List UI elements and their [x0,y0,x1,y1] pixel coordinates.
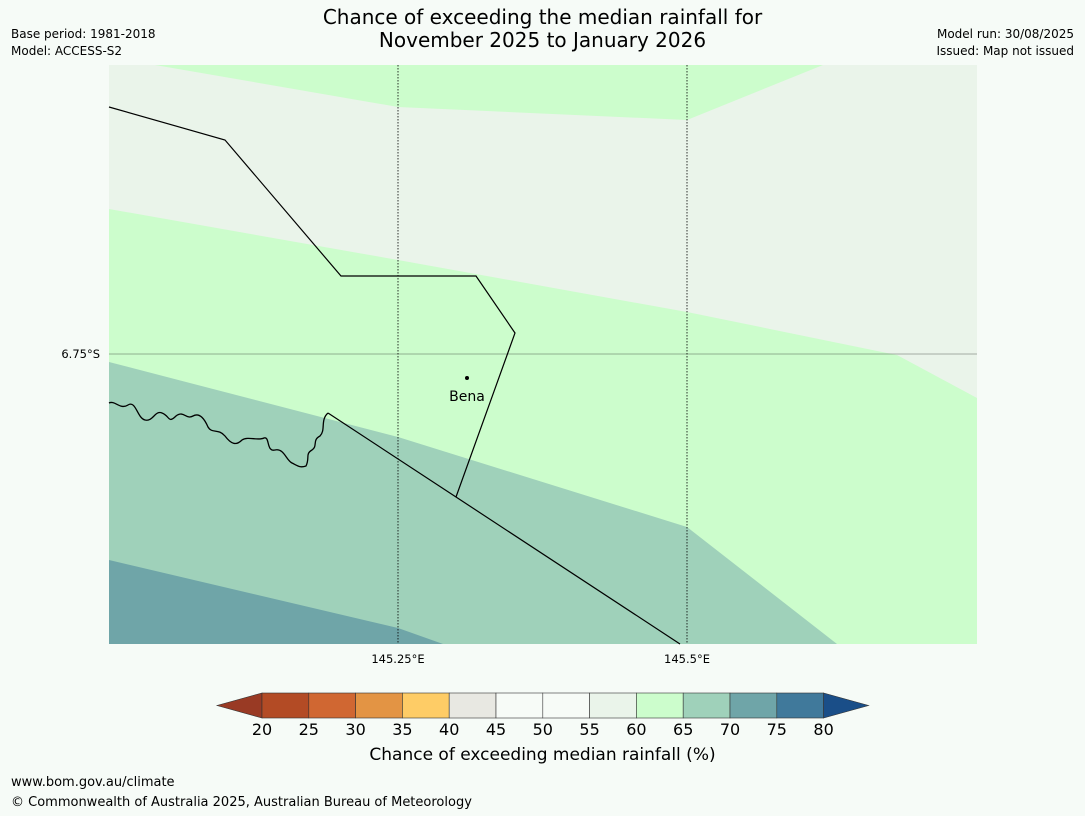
colorbar-tick-label: 40 [439,720,460,739]
colorbar-segment [308,692,356,719]
region-70-75 [109,560,443,644]
colorbar-tick-labels: 20 25 30 35 40 45 50 55 60 65 70 75 80 [0,720,1085,740]
base-period-text: Base period: 1981-2018 [11,27,156,41]
coastline [108,401,329,468]
colorbar [215,692,870,719]
colorbar-segment [776,692,824,719]
colorbar-segment [495,692,544,719]
colorbar-segment [355,692,403,719]
district-boundary-south [327,412,681,645]
colorbar-segment [682,692,731,719]
map-title: Chance of exceeding the median rainfall … [0,6,1085,52]
longitude-label-145-5: 145.5°E [664,652,710,666]
colorbar-arrow-low [215,692,263,719]
colorbar-tick-label: 55 [579,720,600,739]
colorbar-tick-label: 60 [626,720,647,739]
colorbar-segment [636,692,684,719]
colorbar-segment [542,692,590,719]
colorbar-segment [589,692,637,719]
colorbar-segment [261,692,310,719]
meta-right: Model run: 30/08/2025 Issued: Map not is… [936,26,1074,60]
colorbar-tick-label: 75 [766,720,787,739]
colorbar-tick-label: 30 [345,720,366,739]
meta-left: Base period: 1981-2018 Model: ACCESS-S2 [11,26,156,60]
map-panel: Bena 6.75°S 145.25°E 145.5°E [61,65,977,666]
colorbar-tick-label: 45 [485,720,507,739]
colorbar-tick-label: 20 [251,720,273,739]
map-title-line-2: November 2025 to January 2026 [378,28,707,52]
footer-copyright: © Commonwealth of Australia 2025, Austra… [11,795,472,810]
issued-text: Issued: Map not issued [936,44,1074,58]
latitude-label: 6.75°S [61,347,100,361]
colorbar-segment [402,692,450,719]
footer-url: www.bom.gov.au/climate [11,775,175,790]
colorbar-title: Chance of exceeding median rainfall (%) [369,745,716,765]
model-run-text: Model run: 30/08/2025 [936,27,1074,41]
longitude-label-145-25: 145.25°E [371,652,424,666]
district-boundary [108,106,516,498]
town-label-bena: Bena [449,389,485,405]
region-65-70 [109,362,837,644]
colorbar-tick-label: 25 [298,720,319,739]
map-title-line-1: Chance of exceeding the median rainfall … [322,5,763,29]
region-55-60 [109,65,977,398]
colorbar-tick-label: 65 [673,720,694,739]
colorbar-tick-label: 80 [813,720,834,739]
colorbar-segment [448,692,497,719]
colorbar-segment [729,692,778,719]
model-text: Model: ACCESS-S2 [11,44,123,58]
colorbar-arrow-high [823,692,870,719]
colorbar-tick-label: 70 [719,720,741,739]
town-marker-bena [465,376,469,380]
colorbar-tick-label: 50 [532,720,553,739]
colorbar-tick-label: 35 [392,720,413,739]
